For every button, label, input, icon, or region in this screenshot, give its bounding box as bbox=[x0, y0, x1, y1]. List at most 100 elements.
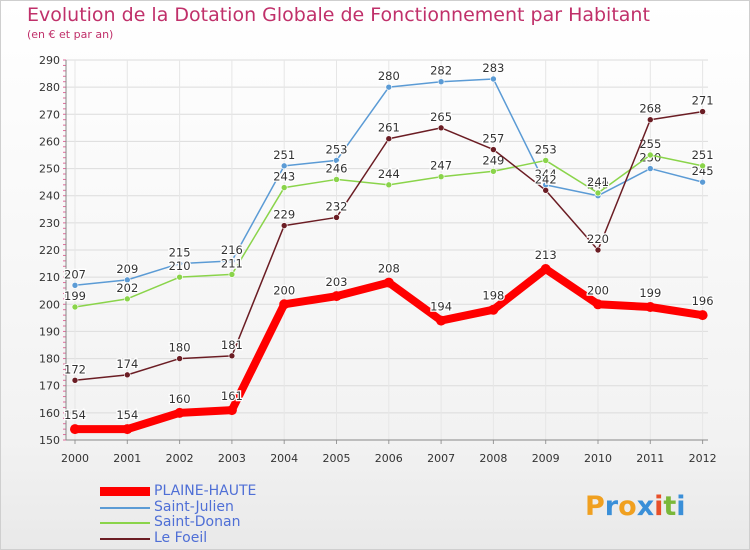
data-point bbox=[437, 124, 445, 132]
data-label: 246 bbox=[326, 161, 348, 175]
data-label: 244 bbox=[535, 167, 557, 181]
x-tick-label: 2011 bbox=[636, 452, 664, 465]
data-label: 200 bbox=[587, 283, 609, 297]
y-tick-label: 170 bbox=[39, 380, 60, 393]
data-point bbox=[593, 299, 603, 310]
data-label: 253 bbox=[326, 142, 348, 156]
data-label: 216 bbox=[221, 243, 243, 257]
x-tick-label: 2001 bbox=[113, 452, 141, 465]
data-point bbox=[174, 407, 185, 418]
legend-swatch bbox=[100, 506, 150, 509]
data-label: 211 bbox=[221, 256, 243, 270]
data-point bbox=[280, 184, 288, 191]
data-label: 213 bbox=[535, 248, 557, 262]
legend-swatch bbox=[100, 487, 150, 496]
data-point bbox=[699, 178, 706, 186]
data-point bbox=[333, 176, 340, 183]
data-point bbox=[385, 83, 393, 91]
data-label: 181 bbox=[221, 338, 243, 352]
data-point bbox=[594, 246, 602, 254]
data-label: 207 bbox=[64, 267, 86, 281]
data-point bbox=[490, 167, 497, 175]
data-label: 268 bbox=[639, 102, 661, 116]
x-tick-label: 2006 bbox=[375, 452, 403, 465]
data-label: 283 bbox=[482, 61, 504, 75]
data-label: 161 bbox=[221, 389, 243, 403]
data-label: 251 bbox=[692, 148, 714, 162]
data-label: 199 bbox=[639, 286, 661, 300]
data-point bbox=[176, 273, 183, 281]
data-label: 241 bbox=[587, 175, 609, 189]
legend-item-saint-julien: Saint-Julien bbox=[100, 499, 300, 516]
data-point bbox=[490, 75, 497, 83]
x-tick-label: 2002 bbox=[166, 452, 194, 465]
chart-subtitle: (en € et par an) bbox=[27, 28, 114, 41]
data-point bbox=[437, 78, 445, 86]
data-point bbox=[70, 424, 80, 435]
data-point bbox=[279, 299, 290, 310]
data-label: 280 bbox=[378, 69, 400, 83]
data-label: 253 bbox=[535, 142, 557, 156]
data-label: 265 bbox=[430, 110, 452, 124]
y-tick-label: 240 bbox=[39, 190, 60, 203]
data-point bbox=[228, 257, 236, 265]
data-label: 282 bbox=[430, 64, 452, 78]
data-label: 244 bbox=[378, 167, 400, 181]
y-tick-label: 230 bbox=[39, 217, 60, 230]
data-point bbox=[540, 264, 551, 274]
data-label: 209 bbox=[116, 262, 138, 276]
data-label: 242 bbox=[535, 172, 557, 186]
data-label: 174 bbox=[116, 357, 138, 371]
y-tick-label: 180 bbox=[39, 353, 60, 366]
data-label: 200 bbox=[273, 283, 295, 297]
data-point bbox=[124, 295, 131, 303]
data-point bbox=[542, 157, 550, 164]
legend-item-saint-donan: Saint-Donan bbox=[100, 514, 300, 531]
data-point bbox=[228, 352, 236, 360]
data-point bbox=[490, 146, 497, 153]
data-point bbox=[333, 214, 340, 221]
data-label: 208 bbox=[378, 262, 400, 276]
y-tick-label: 210 bbox=[39, 271, 60, 284]
data-label: 196 bbox=[692, 294, 714, 308]
data-point bbox=[488, 304, 499, 315]
legend-swatch bbox=[100, 522, 150, 524]
data-label: 215 bbox=[169, 246, 191, 260]
legend-label: Saint-Donan bbox=[154, 514, 241, 530]
x-tick-label: 2008 bbox=[479, 452, 507, 465]
data-label: 199 bbox=[64, 289, 86, 303]
data-point bbox=[331, 291, 342, 302]
data-point bbox=[71, 303, 79, 311]
x-tick-label: 2003 bbox=[218, 452, 246, 465]
data-point bbox=[228, 271, 236, 278]
data-label: 271 bbox=[692, 94, 714, 108]
y-tick-label: 260 bbox=[39, 135, 60, 148]
data-point bbox=[333, 157, 340, 164]
data-label: 232 bbox=[326, 199, 348, 213]
data-label: 180 bbox=[169, 341, 191, 355]
y-tick-label: 270 bbox=[39, 108, 60, 121]
legend-item-plaine-haute: PLAINE-HAUTE bbox=[100, 483, 300, 500]
data-label: 203 bbox=[326, 275, 348, 289]
data-label: 247 bbox=[430, 159, 452, 173]
data-label: 251 bbox=[273, 148, 295, 162]
x-tick-label: 2000 bbox=[61, 452, 89, 465]
data-point bbox=[383, 277, 394, 288]
data-point bbox=[385, 181, 393, 189]
y-tick-label: 160 bbox=[39, 407, 60, 420]
data-point bbox=[699, 162, 706, 170]
y-tick-label: 150 bbox=[39, 434, 60, 447]
data-point bbox=[176, 260, 183, 267]
legend-swatch bbox=[100, 537, 150, 540]
data-point bbox=[71, 376, 79, 384]
x-tick-label: 2012 bbox=[689, 452, 717, 465]
data-label: 249 bbox=[482, 153, 504, 167]
data-point bbox=[646, 165, 654, 172]
data-label: 154 bbox=[64, 408, 86, 422]
y-tick-label: 250 bbox=[39, 163, 60, 176]
data-point bbox=[437, 173, 445, 181]
x-tick-label: 2010 bbox=[584, 452, 612, 465]
data-label: 198 bbox=[482, 289, 504, 303]
